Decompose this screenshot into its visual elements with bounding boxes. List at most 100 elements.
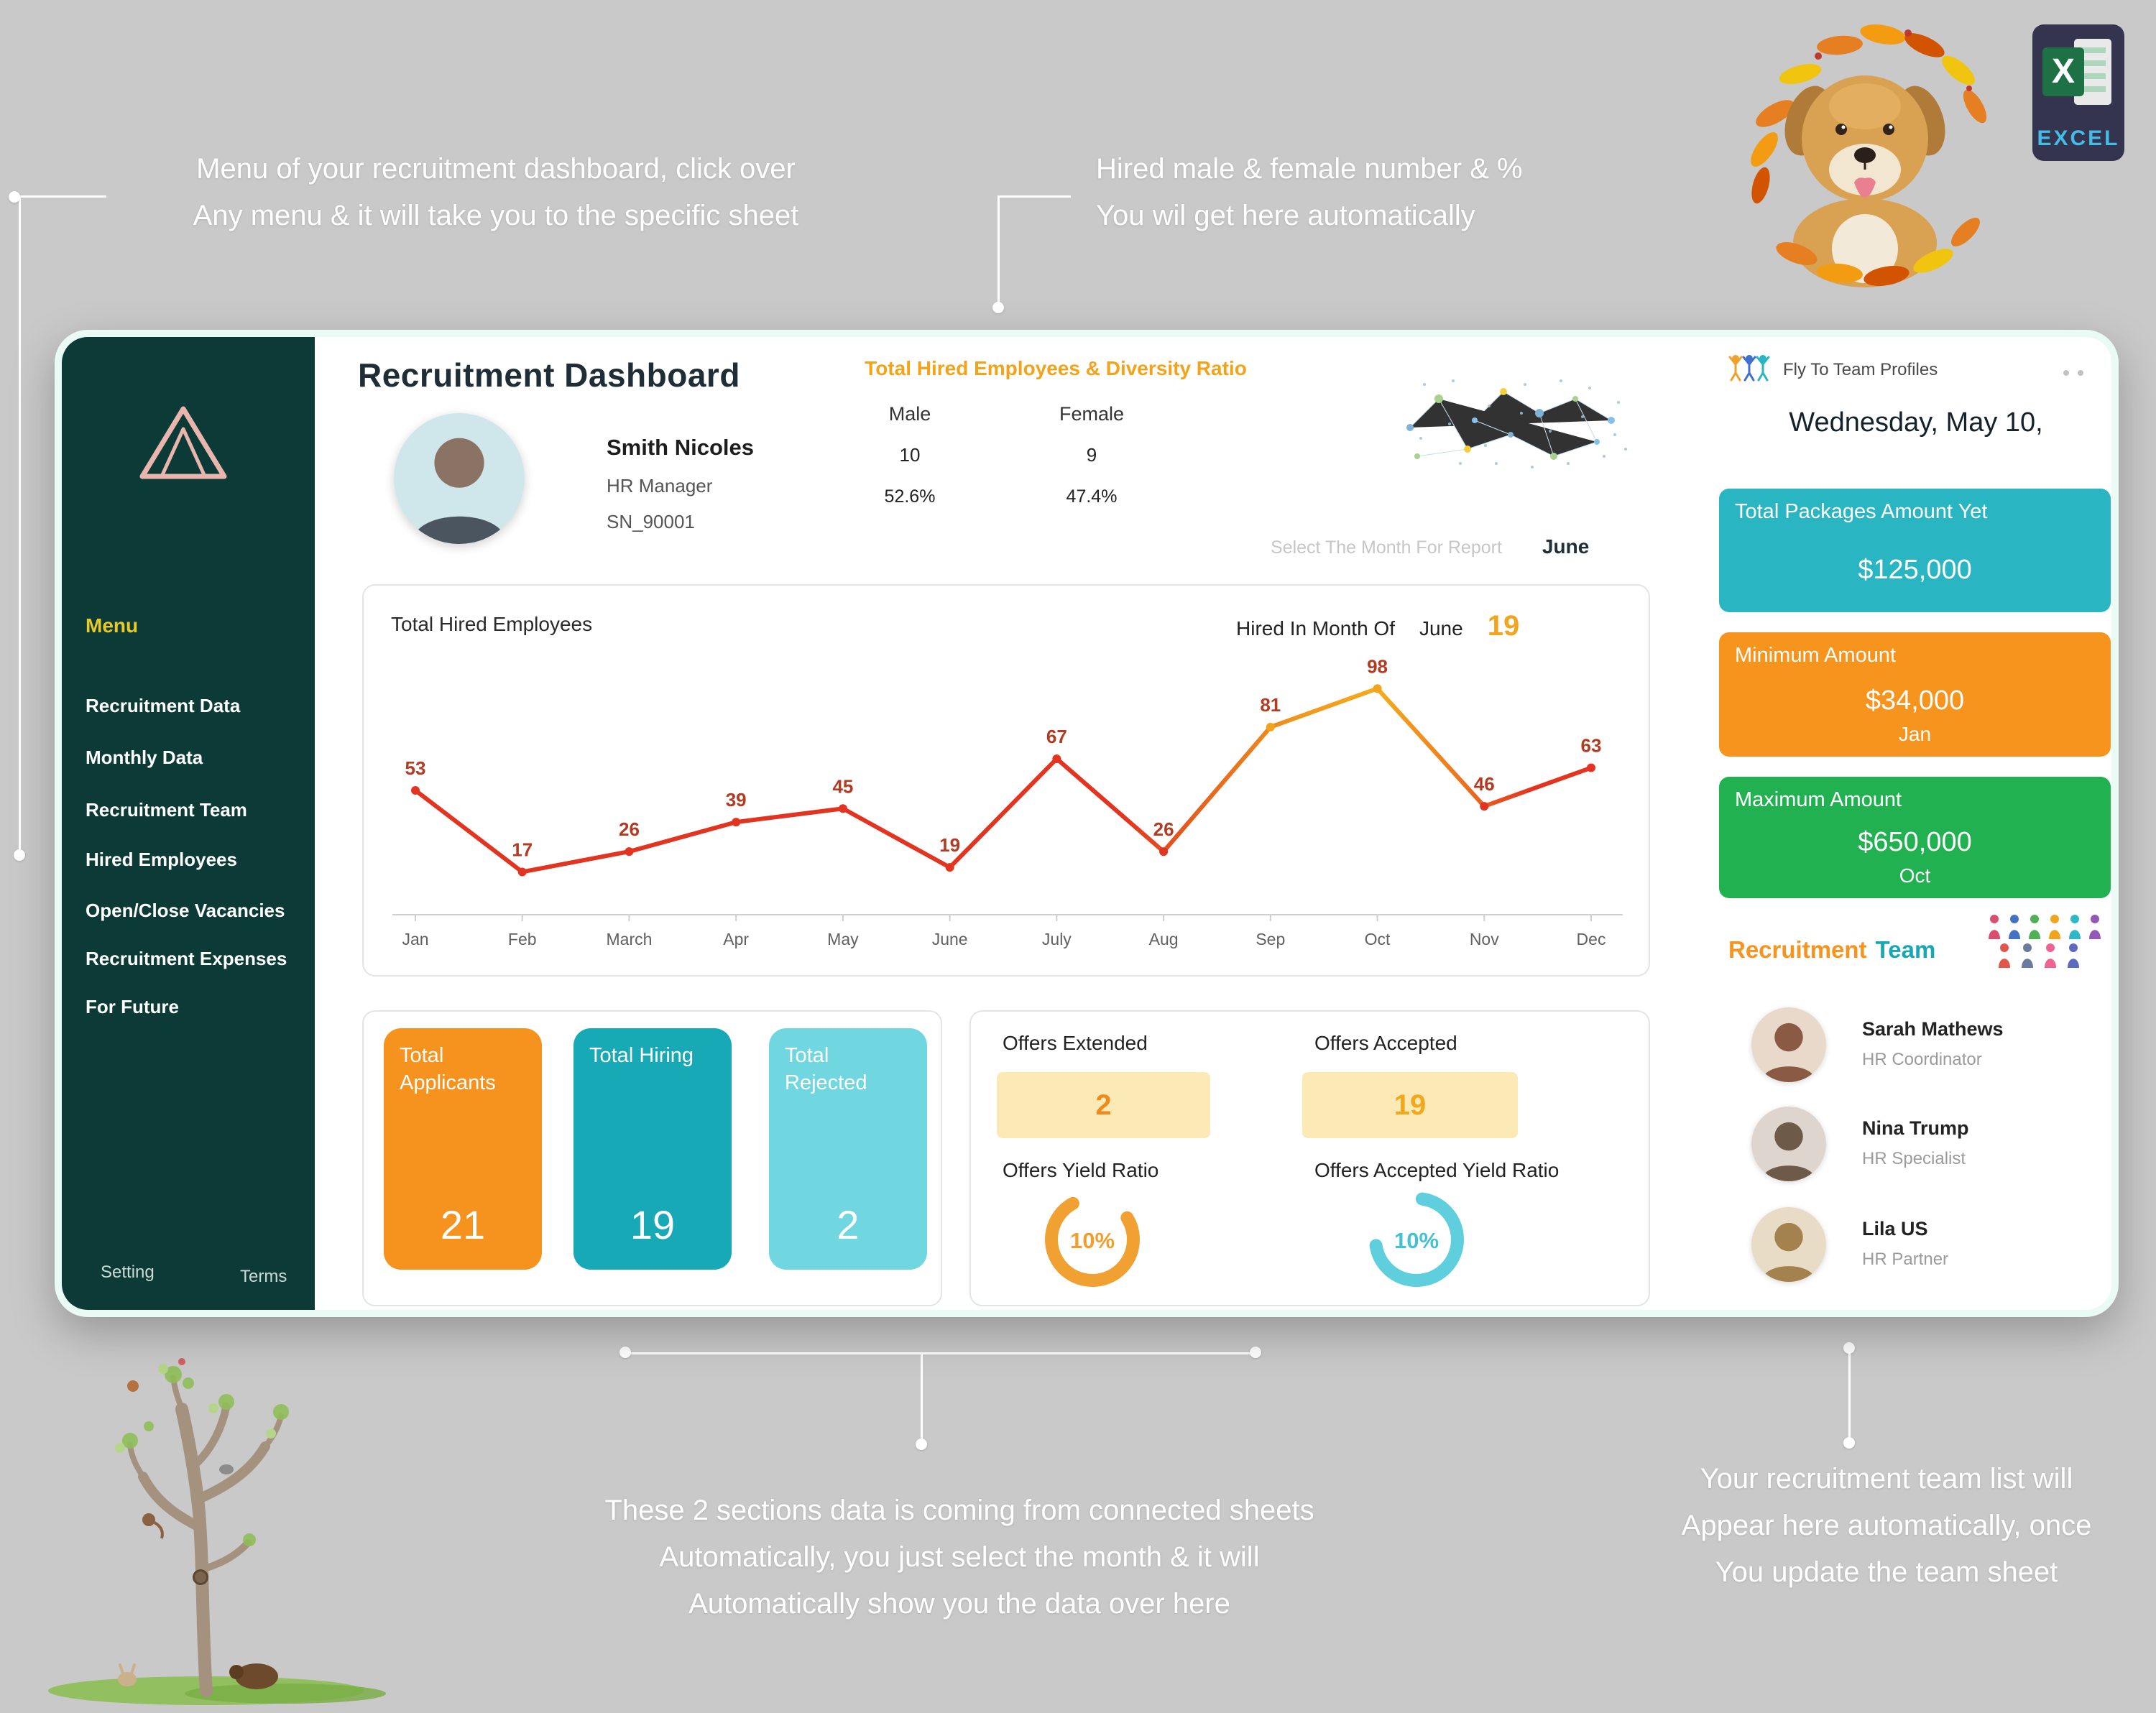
sidebar: Menu Recruitment Data Monthly Data Recru… bbox=[62, 337, 315, 1310]
sidebar-item-for-future[interactable]: For Future bbox=[86, 996, 179, 1017]
sidebar-setting-link[interactable]: Setting bbox=[101, 1262, 155, 1282]
annotation-line: These 2 sections data is coming from con… bbox=[604, 1495, 1314, 1526]
callout-line bbox=[19, 195, 21, 854]
callout-dot bbox=[1250, 1347, 1261, 1358]
fly-to-team-profiles-link[interactable]: Fly To Team Profiles bbox=[1727, 353, 1938, 387]
offers-container: Offers Extended 2 Offers Accepted 19 Off… bbox=[969, 1010, 1650, 1306]
hired-in-month-label: Hired In Month Of bbox=[1236, 617, 1395, 640]
annotation-line: Appear here automatically, once bbox=[1681, 1509, 2092, 1541]
male-percentage: 52.6% bbox=[884, 486, 936, 507]
offers-accepted-yield-label: Offers Accepted Yield Ratio bbox=[1314, 1159, 1560, 1181]
team-member-row[interactable]: Sarah Mathews HR Coordinator bbox=[1705, 1004, 2111, 1090]
sidebar-item-recruitment-expenses[interactable]: Recruitment Expenses bbox=[86, 948, 287, 969]
excel-x-glyph: X bbox=[2052, 52, 2075, 91]
female-label: Female bbox=[1059, 403, 1125, 425]
team-member-row[interactable]: Nina Trump HR Specialist bbox=[1705, 1103, 2111, 1189]
recruitment-team-heading: Recruitment Team bbox=[1728, 936, 1935, 964]
svg-text:Sep: Sep bbox=[1256, 930, 1285, 948]
svg-text:Feb: Feb bbox=[508, 930, 537, 948]
svg-text:26: 26 bbox=[1153, 818, 1174, 840]
team-people-icon bbox=[1727, 353, 1772, 387]
panel-card-title: Minimum Amount bbox=[1735, 644, 1897, 667]
sidebar-item-monthly-data[interactable]: Monthly Data bbox=[86, 747, 203, 768]
callout-line bbox=[921, 1352, 923, 1441]
hires-chart-card: Jan Feb March Apr May June July Aug Sep Oct Nov Dec… bbox=[362, 584, 1650, 976]
offers-yield-percent: 10% bbox=[1070, 1228, 1115, 1253]
team-panel: Fly To Team Profiles Wednesday, May 10, … bbox=[1705, 337, 2111, 1310]
panel-card-month: Oct bbox=[1899, 864, 1931, 887]
annotation-bottom-right: Your recruitment team list will Appear h… bbox=[1639, 1456, 2134, 1595]
team-heading-word2: Team bbox=[1875, 936, 1936, 963]
offers-extended-value: 2 bbox=[997, 1072, 1210, 1138]
sidebar-item-open-close-vacancies[interactable]: Open/Close Vacancies bbox=[86, 900, 285, 921]
panel-card-month: Jan bbox=[1898, 723, 1932, 745]
svg-text:26: 26 bbox=[619, 818, 640, 840]
svg-text:53: 53 bbox=[405, 757, 426, 779]
panel-card-total-packages: Total Packages Amount Yet $125,000 bbox=[1719, 489, 2111, 612]
company-logo-icon bbox=[137, 403, 230, 486]
panel-menu-dots[interactable] bbox=[2063, 370, 2083, 376]
svg-text:Nov: Nov bbox=[1470, 930, 1499, 948]
member-name: Sarah Mathews bbox=[1862, 1018, 2004, 1040]
tree-illustration bbox=[41, 1340, 443, 1712]
svg-text:Oct: Oct bbox=[1365, 930, 1391, 948]
team-member-row[interactable]: Lila US HR Partner bbox=[1705, 1204, 2111, 1290]
callout-line bbox=[998, 195, 1071, 198]
offers-yield-donut: 10% bbox=[1031, 1178, 1153, 1304]
callout-dot bbox=[619, 1347, 631, 1358]
offers-accepted-yield-percent: 10% bbox=[1394, 1228, 1439, 1253]
callout-line bbox=[19, 195, 106, 198]
member-role: HR Partner bbox=[1862, 1250, 1949, 1269]
annotation-line: Your recruitment team list will bbox=[1700, 1463, 2073, 1495]
fly-to-team-profiles-label: Fly To Team Profiles bbox=[1783, 359, 1938, 379]
svg-text:45: 45 bbox=[832, 775, 853, 797]
annotation-line: You wil get here automatically bbox=[1096, 199, 1475, 231]
offers-accepted-label: Offers Accepted bbox=[1314, 1032, 1457, 1054]
network-decoration bbox=[1396, 370, 1644, 486]
stat-card-total-applicants: Total Applicants 21 bbox=[384, 1028, 542, 1270]
sidebar-item-recruitment-team[interactable]: Recruitment Team bbox=[86, 799, 247, 821]
panel-card-title: Maximum Amount bbox=[1735, 788, 1902, 811]
stat-value: 19 bbox=[630, 1202, 676, 1247]
annotation-line: Hired male & female number & % bbox=[1096, 153, 1523, 185]
annotation-line: Automatically, you just select the month… bbox=[659, 1541, 1260, 1573]
autumn-leaves-icon bbox=[1751, 24, 1987, 204]
svg-text:98: 98 bbox=[1367, 655, 1388, 677]
sidebar-item-hired-employees[interactable]: Hired Employees bbox=[86, 849, 237, 870]
member-name: Lila US bbox=[1862, 1218, 1928, 1239]
female-percentage: 47.4% bbox=[1066, 486, 1118, 507]
annotation-line: Any menu & it will take you to the speci… bbox=[193, 199, 799, 231]
excel-logo: X EXCEL bbox=[2032, 24, 2124, 165]
svg-text:63: 63 bbox=[1581, 735, 1602, 757]
month-selector-value[interactable]: June bbox=[1542, 535, 1590, 558]
team-heading-word1: Recruitment bbox=[1728, 936, 1867, 963]
stat-label: Total Hiring bbox=[589, 1044, 694, 1067]
panel-card-amount: $125,000 bbox=[1858, 555, 1972, 585]
member-avatar bbox=[1751, 1107, 1826, 1181]
svg-text:June: June bbox=[932, 930, 968, 948]
stat-card-total-hiring: Total Hiring 19 bbox=[573, 1028, 732, 1270]
callout-dot bbox=[1843, 1437, 1855, 1449]
offers-extended-label: Offers Extended bbox=[1003, 1032, 1148, 1054]
stat-label: Total Applicants bbox=[400, 1044, 496, 1094]
member-avatar bbox=[1751, 1207, 1826, 1282]
svg-text:May: May bbox=[827, 930, 859, 948]
female-count: 9 bbox=[1086, 444, 1097, 466]
male-label: Male bbox=[888, 403, 931, 425]
member-name: Nina Trump bbox=[1862, 1117, 1969, 1139]
team-crowd-icon bbox=[1986, 912, 2108, 976]
page-title: Recruitment Dashboard bbox=[358, 356, 740, 394]
stats-container: Total Applicants 21 Total Hiring 19 Tota… bbox=[362, 1010, 942, 1306]
svg-text:Apr: Apr bbox=[723, 930, 749, 948]
hired-in-month-value: 19 bbox=[1487, 610, 1520, 642]
male-count: 10 bbox=[899, 444, 921, 466]
hired-in-month-month: June bbox=[1419, 617, 1463, 640]
stat-card-total-rejected: Total Rejected 2 bbox=[769, 1028, 927, 1270]
dog-photo bbox=[1732, 6, 1994, 291]
callout-dot bbox=[14, 849, 25, 861]
callout-dot bbox=[916, 1439, 927, 1450]
sidebar-item-recruitment-data[interactable]: Recruitment Data bbox=[86, 695, 241, 716]
panel-card-title: Total Packages Amount Yet bbox=[1735, 500, 1988, 523]
sidebar-terms-link[interactable]: Terms bbox=[240, 1267, 287, 1286]
svg-text:81: 81 bbox=[1260, 694, 1281, 716]
